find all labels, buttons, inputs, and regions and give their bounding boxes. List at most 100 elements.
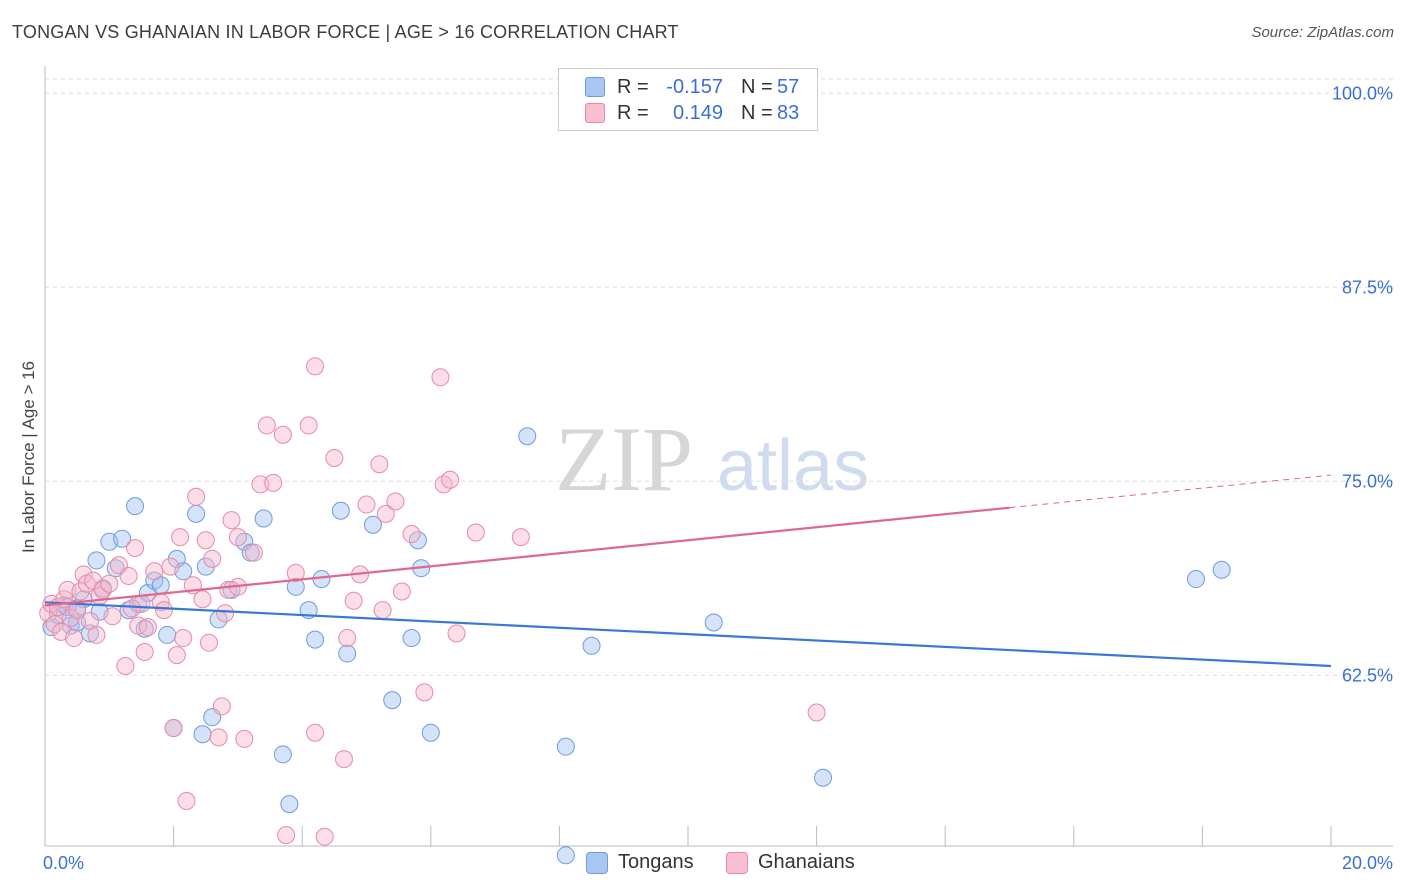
data-point: [209, 728, 228, 747]
data-point: [68, 613, 87, 632]
data-point: [228, 528, 247, 547]
y-tick-label: 87.5%: [1342, 277, 1393, 297]
data-point: [158, 625, 177, 644]
data-point: [415, 683, 434, 702]
data-points: [39, 357, 1231, 865]
data-point: [363, 515, 382, 534]
data-point: [334, 750, 353, 769]
data-point: [122, 599, 141, 618]
data-point: [64, 629, 83, 648]
data-point: [434, 475, 453, 494]
data-point: [402, 525, 421, 544]
data-point: [306, 723, 325, 742]
legend-row-ghanaians: R = 0.149 N = 83: [585, 101, 799, 125]
data-point: [199, 633, 218, 652]
data-point: [286, 563, 305, 582]
data-point: [251, 475, 270, 494]
data-point: [187, 487, 206, 506]
data-point: [511, 528, 530, 547]
x-tick-label: 0.0%: [43, 853, 84, 873]
tick-labels: 62.5% 75.0% 87.5% 100.0% 0.0% 20.0%: [43, 83, 1393, 873]
data-point: [807, 703, 826, 722]
ghanaians-legend-label: Ghanaians: [758, 851, 855, 873]
data-point: [441, 470, 460, 489]
data-point: [235, 729, 254, 748]
data-point: [331, 501, 350, 520]
data-point: [299, 416, 318, 435]
data-point: [119, 566, 138, 585]
data-point: [280, 795, 299, 814]
r-value: 0.149: [672, 101, 723, 124]
n-value: 57: [777, 75, 800, 98]
data-point: [126, 497, 145, 516]
r-value: -0.157: [666, 75, 723, 98]
r-label: R =: [617, 101, 649, 124]
tongans-legend-label: Tongans: [618, 851, 694, 873]
ghanaians-swatch: [585, 103, 605, 123]
data-point: [244, 543, 263, 562]
data-point: [135, 643, 154, 661]
data-point: [264, 473, 283, 492]
data-point: [145, 562, 164, 581]
y-tick-label: 100.0%: [1332, 83, 1393, 103]
data-point: [357, 495, 376, 514]
data-point: [74, 565, 93, 584]
data-point: [1212, 560, 1231, 579]
data-point: [126, 539, 145, 558]
watermark-atlas: atlas: [717, 426, 869, 506]
data-point: [325, 449, 344, 467]
data-point: [103, 607, 122, 626]
ghanaians-legend-swatch: [726, 851, 748, 874]
data-point: [556, 737, 575, 756]
data-point: [257, 416, 276, 435]
data-point: [306, 630, 325, 649]
data-point: [222, 511, 241, 530]
data-point: [814, 768, 833, 787]
data-point: [306, 357, 325, 376]
data-point: [145, 571, 164, 590]
legend-item-ghanaians: Ghanaians: [726, 851, 855, 874]
n-label: N =: [741, 101, 773, 124]
data-point: [164, 719, 183, 738]
data-point: [161, 557, 180, 576]
n-label: N =: [741, 75, 773, 98]
data-point: [87, 551, 106, 570]
data-point: [315, 827, 334, 846]
data-point: [556, 846, 575, 865]
data-point: [402, 629, 421, 648]
data-point: [100, 574, 119, 593]
data-point: [466, 523, 485, 542]
axes: [44, 66, 1393, 847]
data-point: [171, 528, 190, 547]
data-point: [344, 591, 363, 610]
r-label: R =: [617, 75, 649, 98]
data-point: [174, 629, 193, 648]
data-point: [370, 455, 389, 474]
data-point: [196, 531, 215, 550]
source-label: Source: ZipAtlas.com: [1251, 24, 1394, 41]
legend-item-tongans: Tongans: [586, 851, 694, 874]
trend-lines: [44, 474, 1332, 668]
data-point: [212, 697, 231, 716]
ghanaians-trend-line: [44, 506, 1010, 607]
data-point: [373, 601, 392, 620]
data-point: [193, 590, 212, 609]
chart-title: TONGAN VS GHANAIAN IN LABOR FORCE | AGE …: [12, 22, 679, 42]
data-point: [386, 492, 405, 511]
data-point: [129, 616, 148, 635]
ghanaians-points: [39, 357, 826, 846]
data-point: [338, 644, 357, 663]
data-point: [116, 656, 135, 675]
y-tick-label: 75.0%: [1342, 471, 1393, 491]
data-point: [273, 745, 292, 764]
tongans-swatch: [585, 77, 605, 97]
data-point: [518, 427, 537, 446]
data-point: [286, 577, 305, 596]
x-tick-label: 20.0%: [1342, 853, 1393, 873]
data-point: [154, 601, 173, 620]
data-point: [1186, 570, 1205, 589]
data-point: [383, 691, 402, 710]
data-point: [193, 725, 212, 744]
data-point: [277, 826, 296, 845]
